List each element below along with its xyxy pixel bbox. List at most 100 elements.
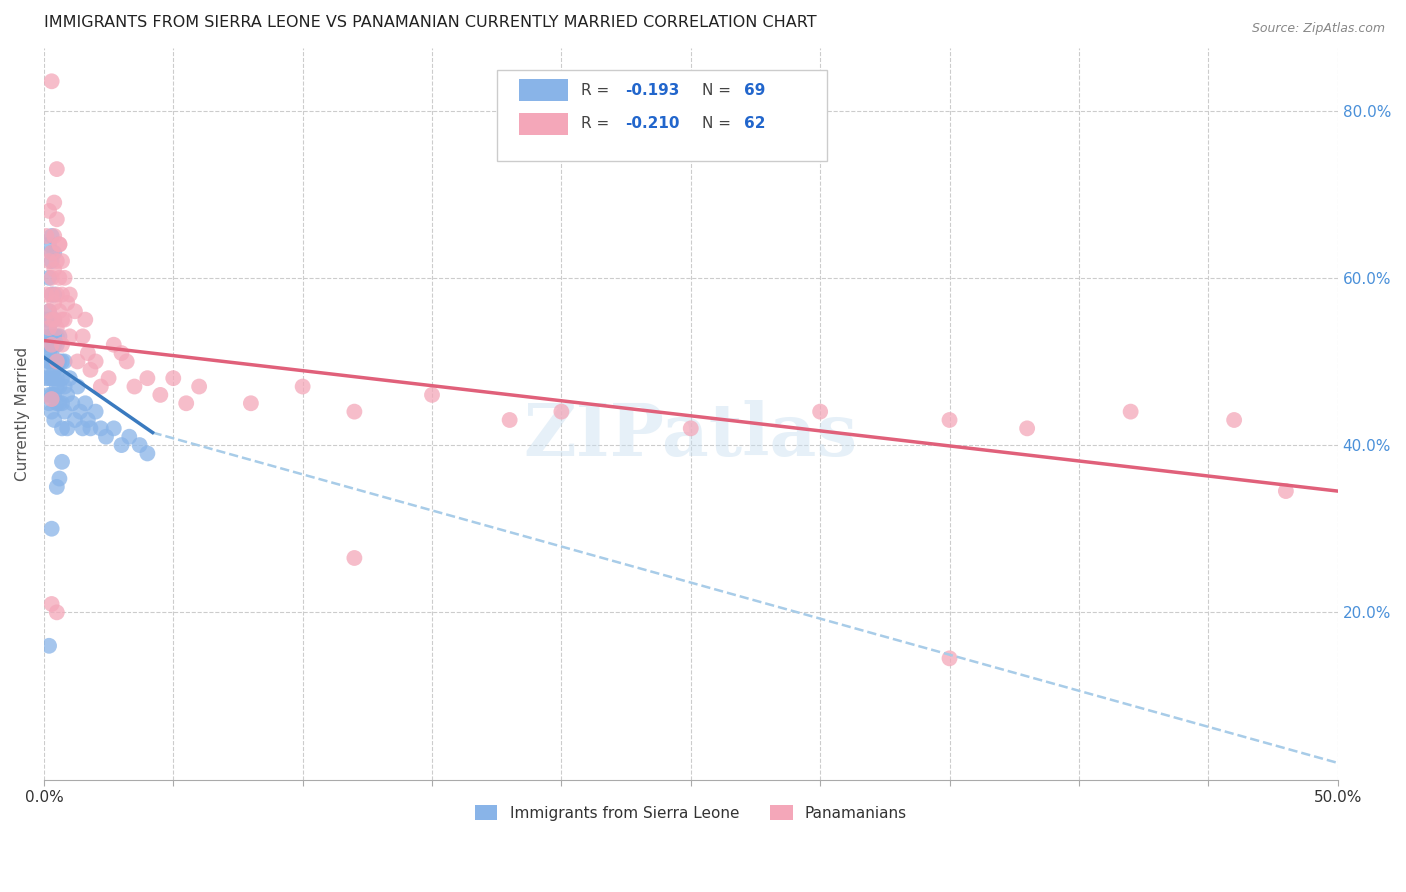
Point [498,413,520,427]
Point [41,270,63,285]
Point [51,287,73,301]
Point [44,388,66,402]
Point [679,421,702,435]
Point [343,551,366,566]
Point [72,329,94,343]
Point [41,388,63,402]
Point [45,287,67,301]
Point [38,304,60,318]
Point [51,254,73,268]
Point [35,287,58,301]
Point [48,396,70,410]
Point [45,254,67,268]
Point [51,312,73,326]
Point [51,354,73,368]
Point [48,471,70,485]
Point [38,354,60,368]
Point [38,388,60,402]
Point [44,296,66,310]
Point [38,371,60,385]
Point [72,421,94,435]
Point [51,371,73,385]
Point [41,245,63,260]
Point [45,354,67,368]
Point [44,413,66,427]
Point [44,337,66,351]
Point [79,363,101,377]
Point [41,371,63,385]
Point [1119,404,1142,418]
Point [77,413,100,427]
Point [45,379,67,393]
Point [1017,421,1039,435]
Text: IMMIGRANTS FROM SIERRA LEONE VS PANAMANIAN CURRENTLY MARRIED CORRELATION CHART: IMMIGRANTS FROM SIERRA LEONE VS PANAMANI… [44,15,817,30]
Point [41,597,63,611]
Point [41,404,63,418]
Point [343,404,366,418]
Point [53,354,76,368]
Point [60,396,83,410]
Point [44,245,66,260]
Y-axis label: Currently Married: Currently Married [15,347,30,481]
Point [938,651,960,665]
Point [38,203,60,218]
Point [118,430,141,444]
Point [38,304,60,318]
Text: -0.193: -0.193 [624,83,679,98]
Point [1275,484,1298,499]
Point [45,605,67,619]
Point [69,404,91,418]
Point [84,404,107,418]
Point [38,346,60,360]
Point [97,371,120,385]
Point [41,329,63,343]
Point [66,379,89,393]
Point [38,321,60,335]
Point [938,413,960,427]
Point [75,312,97,326]
Point [53,312,76,326]
Point [56,296,79,310]
Point [48,270,70,285]
Point [48,354,70,368]
Point [41,337,63,351]
Point [90,379,112,393]
Text: N =: N = [703,117,737,131]
FancyBboxPatch shape [519,113,568,135]
Point [48,237,70,252]
Point [45,321,67,335]
Text: R =: R = [581,117,614,131]
Point [38,396,60,410]
Point [136,446,159,460]
FancyBboxPatch shape [496,70,827,161]
Point [75,396,97,410]
Point [550,404,572,418]
Point [48,237,70,252]
Point [35,312,58,326]
Text: ZIPatlas: ZIPatlas [523,401,858,471]
Point [420,388,443,402]
Point [110,438,132,452]
Point [41,337,63,351]
Point [59,371,82,385]
Point [56,421,79,435]
Point [79,421,101,435]
Point [44,329,66,343]
Point [44,262,66,277]
Point [35,371,58,385]
Point [51,337,73,351]
Point [45,396,67,410]
Point [45,329,67,343]
Point [51,396,73,410]
Point [48,379,70,393]
Point [149,388,172,402]
Point [44,195,66,210]
Point [162,371,184,385]
Point [808,404,831,418]
Text: N =: N = [703,83,737,98]
Point [45,480,67,494]
Point [41,363,63,377]
Point [38,254,60,268]
Point [291,379,314,393]
Point [41,312,63,326]
